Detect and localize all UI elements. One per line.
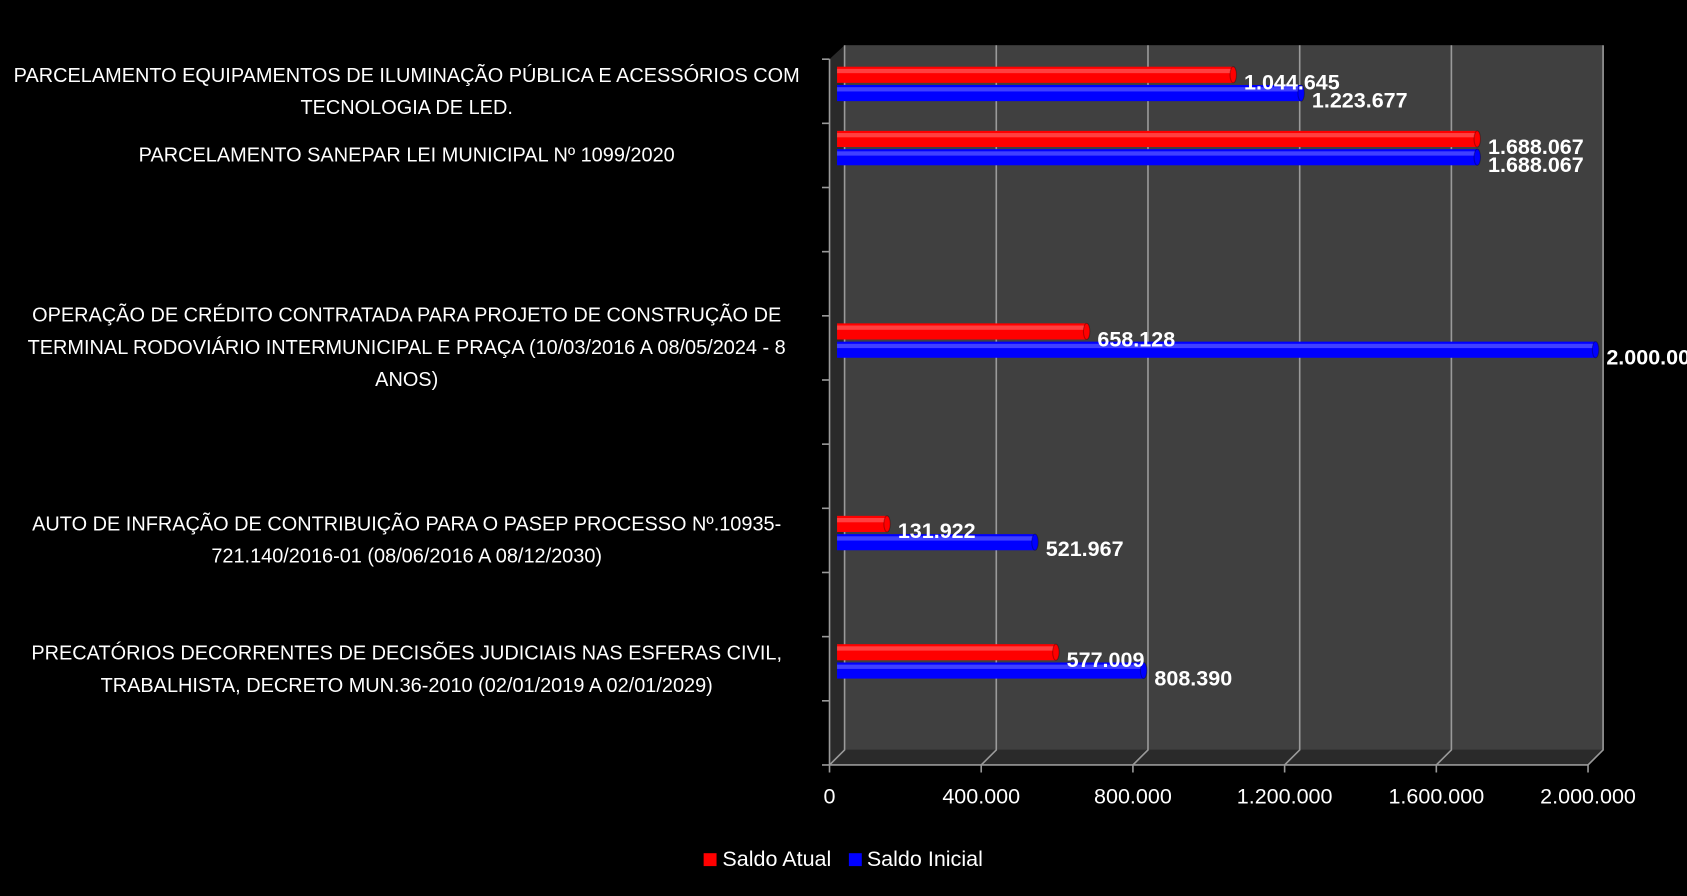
bar-highlight	[837, 517, 888, 523]
bar	[837, 66, 1234, 83]
x-tick-label: 800.000	[1094, 785, 1172, 810]
bar-cap	[883, 515, 891, 533]
bar	[837, 534, 1036, 551]
bar-highlight	[837, 325, 1087, 330]
legend-item: Saldo Atual	[704, 848, 831, 873]
bar	[837, 662, 1144, 679]
legend: Saldo Atual Saldo Inicial	[0, 848, 1687, 873]
data-label: 658.128	[1097, 327, 1176, 352]
floor	[829, 749, 1604, 765]
category-label: PRECATÓRIOS DECORRENTES DE DECISÕES JUDI…	[31, 640, 782, 696]
bar-highlight	[837, 133, 1478, 138]
side-wall	[829, 45, 845, 765]
data-label: 521.967	[1045, 538, 1124, 563]
data-label: 577.009	[1066, 648, 1145, 673]
bar-highlight	[837, 536, 1036, 541]
x-tick-label: 2.000.000	[1540, 785, 1636, 810]
data-label: 1.688.067	[1488, 153, 1584, 178]
bar-highlight	[837, 68, 1234, 74]
grid-line	[828, 45, 846, 766]
data-label: 1.044.645	[1243, 71, 1340, 95]
category-label: OPERAÇÃO DE CRÉDITO CONTRATADA PARA PROJ…	[27, 303, 786, 391]
bar	[837, 515, 888, 532]
data-label: 1.223.677	[1311, 89, 1408, 113]
grid-line	[1435, 45, 1453, 766]
bar	[837, 149, 1478, 166]
bar-highlight	[837, 343, 1596, 349]
legend-item: Saldo Inicial	[848, 847, 983, 873]
data-label: 808.390	[1154, 666, 1233, 691]
x-tick-label: 1.600.000	[1388, 785, 1485, 810]
x-tick-label: 1.200.000	[1236, 785, 1333, 810]
bar-cap	[1473, 148, 1482, 166]
bar	[837, 130, 1478, 148]
bar-highlight	[837, 664, 1144, 669]
bar	[837, 644, 1056, 661]
x-tick-label: 0	[823, 785, 836, 810]
bar-cap	[1229, 66, 1238, 84]
grid-line	[980, 45, 998, 766]
legend-label: Saldo Inicial	[866, 847, 983, 872]
category-label: AUTO DE INFRAÇÃO DE CONTRIBUIÇÃO PARA O …	[32, 512, 782, 568]
bar-cap	[1082, 322, 1091, 341]
bar	[837, 323, 1087, 340]
grid-line	[1132, 45, 1149, 766]
bar-cap	[1031, 533, 1039, 551]
bar-highlight	[837, 87, 1302, 92]
bar-cap	[1297, 84, 1305, 102]
bar-highlight	[837, 646, 1056, 651]
grid-line	[1284, 45, 1301, 766]
x-tick-label: 400.000	[942, 785, 1021, 810]
bar-cap	[1591, 341, 1600, 359]
category-label: PARCELAMENTO SANEPAR LEI MUNICIPAL Nº 10…	[138, 143, 675, 167]
bar-cap	[1052, 643, 1060, 661]
data-label: 2.000.000	[1606, 345, 1687, 370]
legend-swatch	[704, 853, 718, 867]
bar-cap	[1139, 661, 1148, 680]
bar-highlight	[837, 151, 1478, 156]
data-label: 131.922	[897, 520, 976, 544]
legend-label: Saldo Atual	[722, 847, 832, 872]
bar-cap	[1473, 130, 1482, 148]
grid-line	[1587, 45, 1604, 766]
legend-swatch	[848, 853, 862, 867]
bar	[837, 341, 1596, 358]
bar	[837, 84, 1302, 102]
category-label: PARCELAMENTO EQUIPAMENTOS DE ILUMINAÇÃO …	[13, 63, 800, 119]
data-label: 1.688.067	[1488, 135, 1584, 159]
